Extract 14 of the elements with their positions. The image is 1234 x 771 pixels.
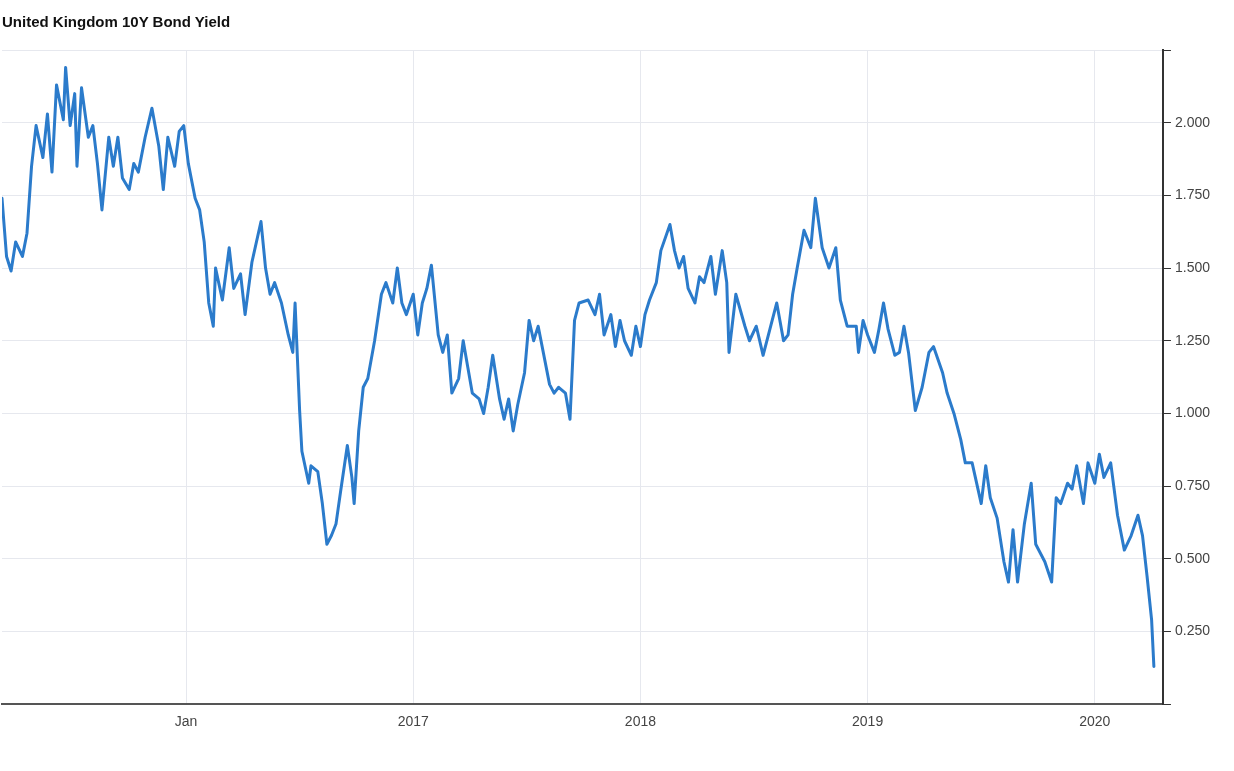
x-tick-label: 2019 <box>852 713 884 730</box>
x-tick-label: 2020 <box>1079 713 1111 730</box>
y-tick-label: 0.250 <box>1174 622 1211 639</box>
y-tick-label: 2.000 <box>1174 113 1211 130</box>
y-tick-label: 0.750 <box>1174 476 1211 493</box>
y-tick-label: 1.250 <box>1174 331 1211 348</box>
y-tick-label: 0.500 <box>1174 549 1211 566</box>
y-tick-label: 1.500 <box>1174 258 1211 275</box>
x-tick-label: Jan <box>174 713 198 730</box>
y-tick-label: 1.000 <box>1174 404 1211 421</box>
chart-title: United Kingdom 10Y Bond Yield <box>2 13 231 31</box>
y-tick-label: 1.750 <box>1174 186 1211 203</box>
x-tick-label: 2018 <box>624 713 657 730</box>
x-tick-label: 2017 <box>397 713 429 730</box>
